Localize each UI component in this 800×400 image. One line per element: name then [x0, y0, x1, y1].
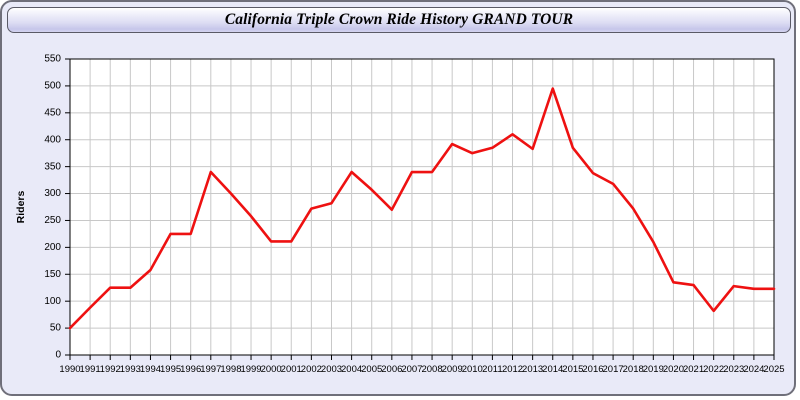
x-axis-tick-label: 2000	[261, 364, 282, 375]
x-axis-tick-label: 2020	[663, 364, 684, 375]
x-axis-tick-label: 2011	[482, 364, 502, 375]
x-axis-tick-label: 2001	[281, 364, 302, 375]
x-axis-tick-label: 1998	[220, 364, 241, 375]
y-axis-tick-label: 150	[44, 269, 61, 280]
x-axis-tick-label: 2013	[522, 364, 543, 375]
x-axis-tick-label: 2022	[703, 364, 724, 375]
y-axis-tick-label: 100	[44, 296, 61, 307]
line-chart: 0501001502002503003504004505005501990199…	[15, 54, 785, 375]
x-axis-tick-label: 2002	[301, 364, 322, 375]
x-axis-tick-label: 1990	[59, 364, 80, 375]
y-axis-tick-label: 250	[44, 215, 61, 226]
window-title-bar: California Triple Crown Ride History GRA…	[7, 7, 791, 33]
y-axis-tick-label: 200	[44, 242, 61, 253]
x-axis-tick-label: 2005	[361, 364, 382, 375]
x-axis-tick-label: 2019	[643, 364, 664, 375]
plot-frame	[69, 58, 775, 356]
x-axis-tick-label: 2003	[321, 364, 342, 375]
y-axis-tick-label: 550	[44, 54, 61, 65]
y-axis-tick-label: 300	[44, 188, 61, 199]
y-axis-tick-label: 450	[44, 107, 61, 118]
x-axis-tick-label: 2014	[542, 364, 563, 375]
x-axis-tick-label: 2025	[763, 364, 784, 375]
x-axis-tick-label: 2015	[562, 364, 583, 375]
x-axis-tick-label: 1993	[120, 364, 141, 375]
y-axis-tick-label: 350	[44, 161, 61, 172]
x-axis-tick-label: 1996	[180, 364, 201, 375]
chart-plot-area: 0 50 100 150 200 250 300 350 400 450 500 550 1990 199…	[2, 36, 798, 394]
x-axis-tick-label: 1995	[160, 364, 181, 375]
x-axis-tick-label: 2012	[502, 364, 523, 375]
x-axis-tick-label: 2010	[462, 364, 483, 375]
x-axis-tick-label: 2018	[623, 364, 644, 375]
x-axis-tick-label: 1992	[100, 364, 121, 375]
y-axis-title: Riders	[15, 191, 27, 224]
x-axis-tick-label: 1994	[140, 364, 161, 375]
x-axis-tick-label: 2007	[401, 364, 422, 375]
y-axis-tick-label: 500	[44, 81, 61, 92]
x-axis-tick-label: 2021	[683, 364, 704, 375]
x-axis-tick-label: 2017	[603, 364, 624, 375]
page-title: California Triple Crown Ride History GRA…	[224, 11, 574, 28]
x-axis-tick-label: 2009	[442, 364, 463, 375]
y-axis-tick-label: 50	[50, 323, 62, 334]
x-axis-tick-label: 2016	[582, 364, 603, 375]
data-series-riders	[68, 87, 776, 330]
y-axis-tick-label: 400	[44, 134, 61, 145]
x-axis-tick-label: 2023	[723, 364, 744, 375]
x-axis-tick-label: 1997	[200, 364, 221, 375]
x-axis-tick-label: 2006	[381, 364, 402, 375]
x-axis-tick-label: 2024	[743, 364, 764, 375]
y-axis-tick-label: 0	[55, 350, 61, 361]
x-axis-tick-label: 2004	[341, 364, 362, 375]
x-axis-tick-label: 2008	[421, 364, 442, 375]
x-axis-tick-label: 1991	[80, 364, 101, 375]
x-axis-tick-label: 1999	[240, 364, 261, 375]
